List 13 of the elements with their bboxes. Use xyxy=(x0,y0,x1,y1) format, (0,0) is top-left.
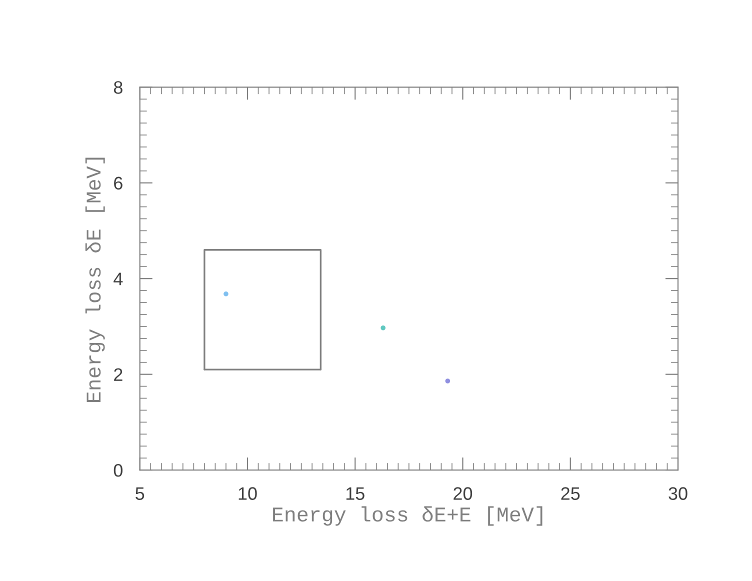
y-axis-title: Energy loss δE [MeV] xyxy=(85,158,105,402)
x-tick-label: 20 xyxy=(454,487,472,500)
y-tick-label: 8 xyxy=(114,81,122,94)
x-tick-label: 25 xyxy=(561,487,580,500)
y-tick-label: 6 xyxy=(114,176,122,190)
x-tick-label: 10 xyxy=(238,487,257,500)
y-tick-label: 2 xyxy=(114,368,122,381)
x-axis-title: Energy loss δE+E [MeV] xyxy=(273,506,542,526)
y-tick-label: 0 xyxy=(114,464,122,477)
y-tick-label: 4 xyxy=(114,272,123,286)
x-tick-label: 15 xyxy=(346,487,364,500)
x-tick-label: 30 xyxy=(668,487,688,500)
x-tick-label: 5 xyxy=(136,487,144,500)
